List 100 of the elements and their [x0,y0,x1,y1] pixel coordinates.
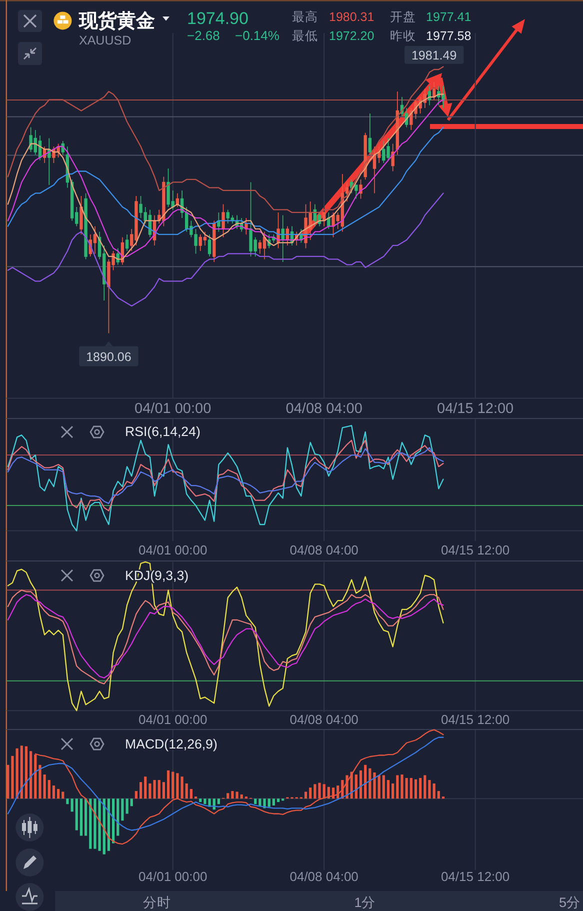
bar [318,782,321,799]
bar [199,798,202,802]
bar [276,798,280,802]
text: 1977.58 [426,29,472,43]
x-tick-label: 04/08 04:00 [290,869,358,884]
bar [130,798,133,806]
bar [16,748,18,799]
bar [66,798,69,804]
bar [185,783,188,799]
bar [236,792,238,799]
text: 分时 [143,895,171,910]
bar [382,775,385,799]
bar [231,791,234,799]
bar [419,778,422,799]
bar [70,798,74,812]
chart-subtitle: XAUUSD [79,34,132,48]
bar [346,775,348,799]
bar [30,751,32,799]
bar [134,791,138,799]
bar [11,756,14,799]
bar [166,770,170,799]
candlestick [281,214,284,262]
bar [368,768,372,799]
bar [240,794,243,799]
bar [405,778,408,799]
bar [373,772,376,799]
annotation: 1890.06 [86,350,132,364]
bar [48,780,50,799]
x-tick-label: 04/15 12:00 [440,869,510,884]
candlestick [428,86,432,106]
x-tick-label: 04/08 04:00 [290,712,358,727]
bar [410,778,412,799]
bar [309,788,312,799]
bar [75,798,78,830]
bar [6,764,10,799]
chart-title: 现货黄金 [78,10,155,32]
x-tick-label: 04/01 00:00 [138,869,208,884]
bar [62,792,64,799]
bar [400,774,404,799]
candlestick [354,184,358,200]
bar [359,770,362,799]
x-tick-label: 04/15 12:00 [440,542,510,558]
bar [314,784,316,799]
bar [432,783,436,799]
x-tick-label: 04/01 00:00 [138,542,208,558]
bar [364,764,367,799]
text: MACD(12,26,9) [125,736,218,752]
value-label: 1890.06 [79,341,138,366]
bar [268,798,270,807]
bar [80,798,83,836]
bar [84,798,88,836]
text: 1974.90 [187,9,248,28]
bar [172,772,174,799]
bar [428,780,431,799]
bar [437,791,440,799]
text: 昨收 [390,29,416,43]
bar [112,798,115,844]
bar [304,792,308,799]
candlestick [262,231,266,260]
value-label: 1981.49 [404,46,464,64]
candlestick [93,226,97,254]
candlestick [80,196,83,235]
text: 开盘 [390,10,416,24]
bar [378,775,380,799]
bar [162,782,165,799]
x-tick-label: 04/01 00:00 [138,712,208,727]
candlestick [176,192,180,208]
bar [386,780,390,799]
annotation: 1981.49 [411,48,457,62]
bar [272,798,275,806]
chart-title: RSI(6,14,24) [125,424,200,439]
text: −2.68 [187,28,220,43]
bar [414,779,418,799]
bar [204,798,206,804]
text: 1972.20 [329,29,374,43]
x-tick-label: 04/08 04:00 [290,542,358,558]
bar [217,798,220,804]
x-tick-label: 04/15 12:00 [437,401,514,417]
text: 1977.41 [426,10,472,24]
bar [190,788,192,799]
candlestick [125,234,129,252]
text: 1980.31 [329,10,374,24]
bar [20,746,23,799]
text: 5分 [559,895,581,910]
candlestick [432,82,436,100]
candlestick [84,192,88,260]
bar [226,793,230,799]
text: 最低 [292,29,318,43]
candlestick [368,113,372,156]
candlestick [208,234,212,257]
bar [89,798,92,849]
bar [254,798,257,804]
x-tick-label: 04/15 12:00 [440,712,510,727]
bar [354,774,358,799]
bar [38,764,42,799]
bar [396,775,399,799]
text: −0.14% [235,28,280,43]
bar [424,775,426,799]
bar [52,786,56,799]
text: 最高 [292,9,318,24]
